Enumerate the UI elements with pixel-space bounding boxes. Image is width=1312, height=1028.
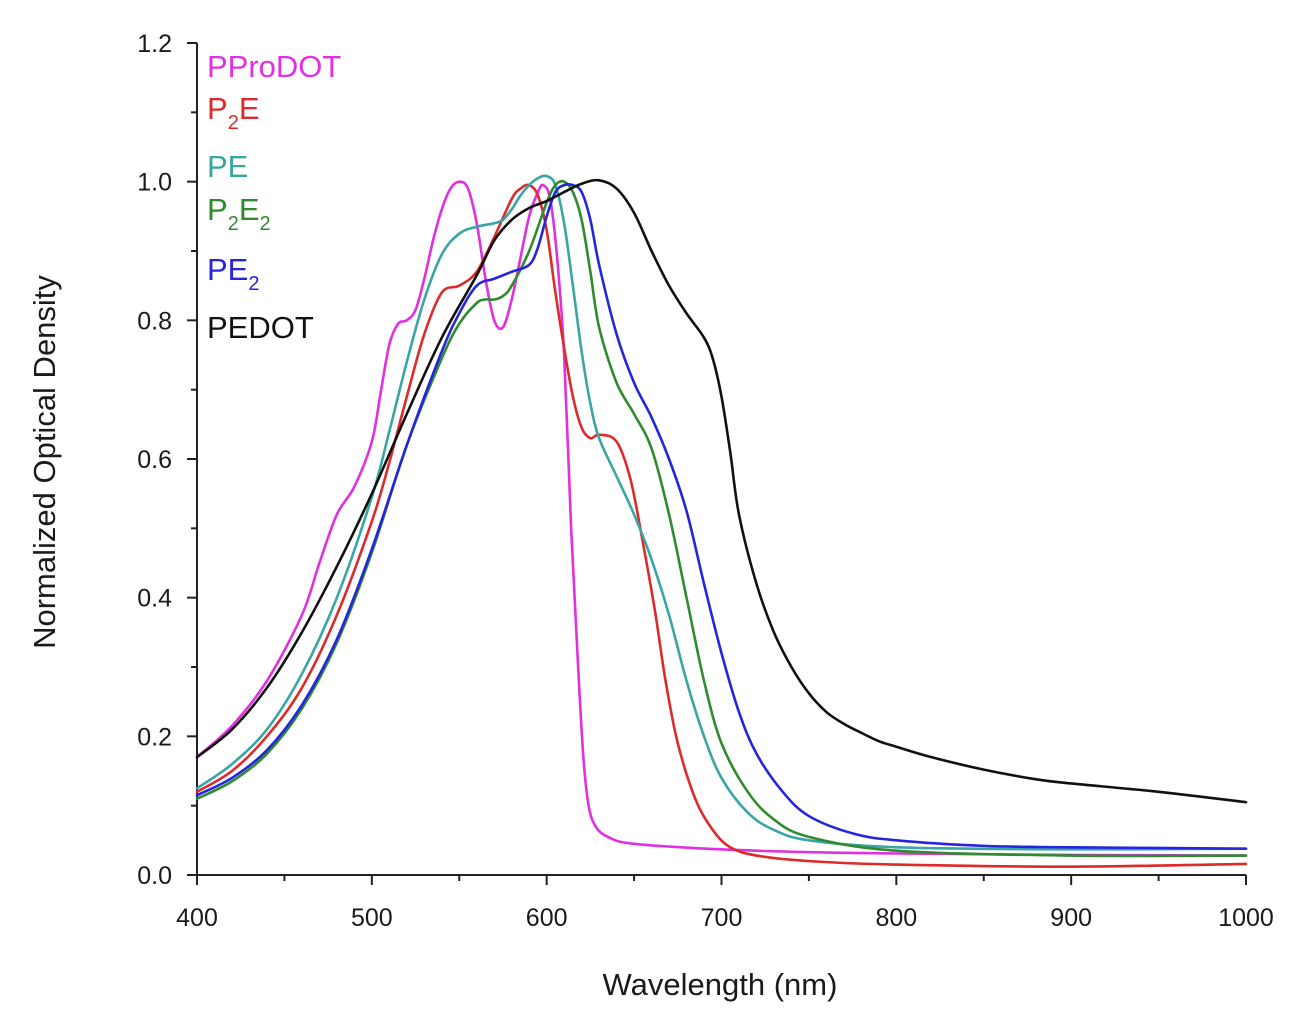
legend-label: E [239,192,260,227]
legend-subscript: 2 [228,112,239,134]
legend-entry-pprodot: PProDOT [207,49,341,84]
legend-label: P [207,91,228,126]
series-line-pe2 [195,182,1248,850]
y-tick-label: 1.0 [137,169,172,197]
x-tick-label: 800 [875,904,917,932]
x-tick-label: 1000 [1218,904,1274,932]
legend-label: P [207,192,228,227]
legend-label: PE [207,252,248,287]
series-line-p2e2 [195,179,1248,858]
series-line-pprodot [195,180,1248,857]
axes: 400 500 600 700 800 900 1000 0.0 0.2 0.4 0.6 0.8 1.0… [137,30,1274,932]
x-tick-label: 500 [351,904,393,932]
series-line-p2e [195,183,1248,868]
legend-label: PProDOT [207,49,341,84]
x-tick-label: 900 [1050,904,1092,932]
series-layer [195,174,1248,868]
legend-entry-pe: PE [207,149,248,184]
legend-entry-pe2: PE2 [207,252,259,295]
legend-subscript: 2 [228,213,239,235]
y-tick-label: 0.4 [137,585,172,613]
x-tick-label: 600 [526,904,568,932]
legend-entry-p2e2: P2E2 [207,192,271,235]
legend-label: PE [207,149,248,184]
series-line-pedot [195,178,1248,804]
legend-subscript: 2 [260,213,271,235]
y-axis-title: Normalized Optical Density [27,275,62,649]
y-tick-label: 0.0 [137,862,172,890]
x-tick-label: 400 [176,904,218,932]
legend-subscript: 2 [248,273,259,295]
legend-entry-pedot: PEDOT [207,310,314,345]
legend-entry-p2e: P2E [207,91,260,134]
legend-label: PEDOT [207,310,314,345]
x-tick-label: 700 [701,904,743,932]
legend-label: E [239,91,260,126]
y-tick-label: 1.2 [137,30,172,58]
series-line-pe [195,174,1248,851]
y-tick-label: 0.6 [137,446,172,474]
y-tick-label: 0.8 [137,307,172,335]
x-axis-title: Wavelength (nm) [603,967,838,1002]
y-tick-label: 0.2 [137,723,172,751]
